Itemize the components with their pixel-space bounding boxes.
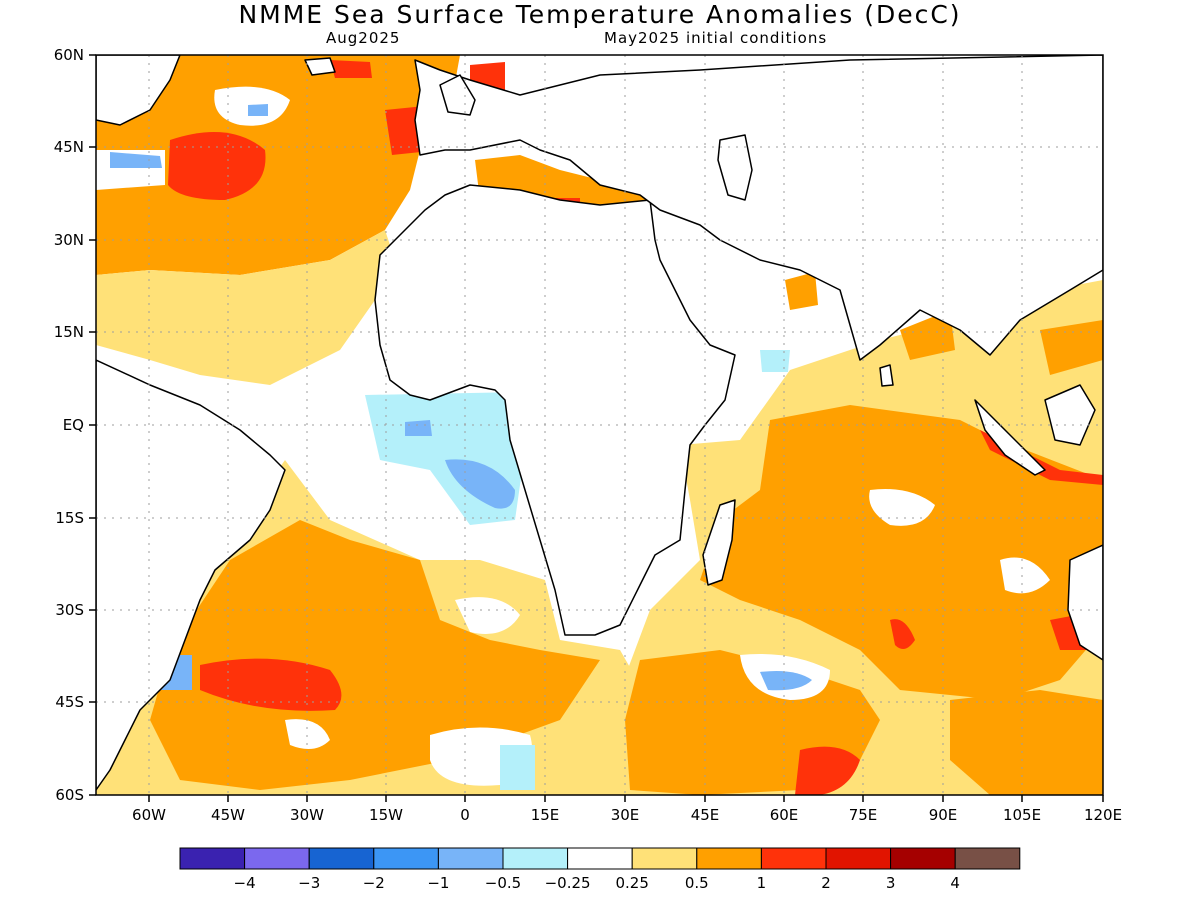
- lat-label: 45N: [54, 138, 84, 156]
- anomaly-region: [869, 489, 935, 526]
- latitude-labels: 60N 45N 30N 15N EQ 15S 30S 45S 60S: [54, 46, 84, 804]
- anomaly-region: [760, 671, 812, 691]
- lat-label: 60N: [54, 46, 84, 64]
- lon-label: 45E: [691, 806, 720, 824]
- colorbar-label: −1: [427, 874, 449, 892]
- colorbar-swatch: [502, 847, 569, 870]
- initial-conditions: May2025 initial conditions: [604, 29, 828, 47]
- forecast-month: Aug2025: [326, 29, 401, 47]
- iceland: [304, 57, 336, 76]
- lon-label: 30E: [611, 806, 640, 824]
- colorbar-labels: −4 −3 −2 −1 −0.5 −0.25 0.25 0.5 1 2 3 4: [234, 874, 960, 892]
- anomaly-region: [1040, 320, 1103, 375]
- anomaly-region: [950, 690, 1103, 795]
- anomaly-region: [405, 420, 432, 436]
- colorbar-swatch: [567, 847, 633, 870]
- anomaly-region: [795, 746, 860, 795]
- anomaly-region: [785, 272, 818, 310]
- ticks: [89, 54, 1104, 802]
- lon-label: 120E: [1084, 806, 1122, 824]
- lat-label: 30N: [54, 231, 84, 249]
- colorbar-label: −4: [234, 874, 256, 892]
- colorbar-swatch: [244, 847, 310, 870]
- colorbar-label: 0.5: [685, 874, 709, 892]
- colorbar-swatch: [373, 847, 439, 870]
- longitude-labels: 60W 45W 30W 15W 0 15E 30E 45E 60E 75E 90…: [132, 806, 1122, 824]
- anomaly-region: [890, 619, 915, 649]
- colorbar-label: −3: [298, 874, 320, 892]
- anomaly-region: [96, 55, 460, 275]
- colorbar-swatch: [954, 847, 1021, 870]
- colorbar-label: 4: [950, 874, 960, 892]
- lon-label: 60W: [132, 806, 166, 824]
- australia: [1067, 544, 1103, 661]
- borneo: [1044, 384, 1096, 446]
- anomaly-region: [200, 658, 342, 711]
- greenland-edge: [96, 55, 181, 126]
- anomaly-region: [760, 350, 790, 372]
- anomaly-region: [1000, 557, 1050, 594]
- colorbar-swatch: [760, 847, 827, 870]
- colorbar-swatch: [631, 847, 698, 870]
- colorbar-label: 0.25: [615, 874, 648, 892]
- colorbar-label: −0.25: [545, 874, 591, 892]
- anomaly-region: [285, 719, 330, 749]
- lat-label: EQ: [63, 416, 84, 434]
- colorbar-swatch: [179, 847, 246, 870]
- colorbar-label: 1: [757, 874, 767, 892]
- south-america-landmass: [96, 359, 286, 791]
- madagascar: [702, 499, 736, 586]
- anomaly-region: [445, 459, 515, 509]
- africa-eurasia-landmass: [374, 184, 736, 636]
- colorbar-label: 3: [886, 874, 896, 892]
- colorbar-label: −0.5: [485, 874, 521, 892]
- anomaly-region: [150, 520, 600, 790]
- lon-label: 105E: [1003, 806, 1041, 824]
- lon-label: 75E: [849, 806, 878, 824]
- colorbar-swatch: [890, 847, 956, 870]
- anomaly-region: [455, 597, 520, 634]
- british-isles: [439, 74, 476, 116]
- lon-label: 15E: [531, 806, 560, 824]
- anomaly-region: [980, 430, 1103, 485]
- anomaly-region: [700, 405, 1103, 700]
- colorbar-label: 2: [821, 874, 831, 892]
- chart-title: NMME Sea Surface Temperature Anomalies (…: [238, 0, 962, 29]
- lon-label: 45W: [211, 806, 245, 824]
- lon-label: 30W: [290, 806, 324, 824]
- colorbar-swatch: [308, 847, 375, 870]
- anomaly-region: [96, 230, 395, 385]
- lat-label: 15S: [55, 509, 84, 527]
- grid: [96, 55, 1103, 795]
- lat-label: 30S: [55, 601, 84, 619]
- anomaly-region: [500, 745, 535, 790]
- sri-lanka: [879, 364, 894, 387]
- colorbar-swatch: [825, 847, 892, 870]
- lon-label: 90E: [929, 806, 958, 824]
- lat-label: 60S: [55, 786, 84, 804]
- lon-label: 60E: [770, 806, 799, 824]
- anomaly-region: [110, 152, 162, 168]
- colorbar: [179, 847, 1021, 870]
- lat-label: 45S: [55, 693, 84, 711]
- lon-label: 0: [460, 806, 470, 824]
- colorbar-swatch: [437, 847, 504, 870]
- caspian-sea: [717, 134, 753, 201]
- colorbar-swatch: [696, 847, 762, 870]
- europe-asia-landmass: [414, 55, 1103, 361]
- anomaly-region: [168, 132, 266, 200]
- anomaly-region: [330, 60, 372, 78]
- coastlines: [96, 55, 1103, 791]
- colorbar-label: −2: [363, 874, 385, 892]
- anomaly-region: [900, 310, 955, 360]
- lon-label: 15W: [369, 806, 403, 824]
- lat-label: 15N: [54, 323, 84, 341]
- anomaly-region: [248, 104, 268, 116]
- sumatra: [974, 399, 1046, 476]
